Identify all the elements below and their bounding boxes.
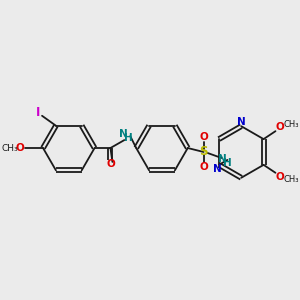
Text: N: N (119, 129, 128, 139)
Text: CH₃: CH₃ (1, 143, 18, 152)
Text: N: N (218, 154, 227, 164)
Text: S: S (200, 146, 208, 158)
Text: CH₃: CH₃ (284, 175, 299, 184)
Text: H: H (223, 158, 232, 168)
Text: O: O (106, 159, 115, 169)
Text: I: I (36, 106, 40, 119)
Text: CH₃: CH₃ (284, 120, 299, 129)
Text: N: N (213, 164, 221, 174)
Text: N: N (237, 117, 246, 127)
Text: O: O (199, 132, 208, 142)
Text: O: O (16, 143, 25, 153)
Text: O: O (275, 172, 284, 182)
Text: O: O (275, 122, 284, 132)
Text: H: H (124, 133, 133, 143)
Text: O: O (199, 162, 208, 172)
